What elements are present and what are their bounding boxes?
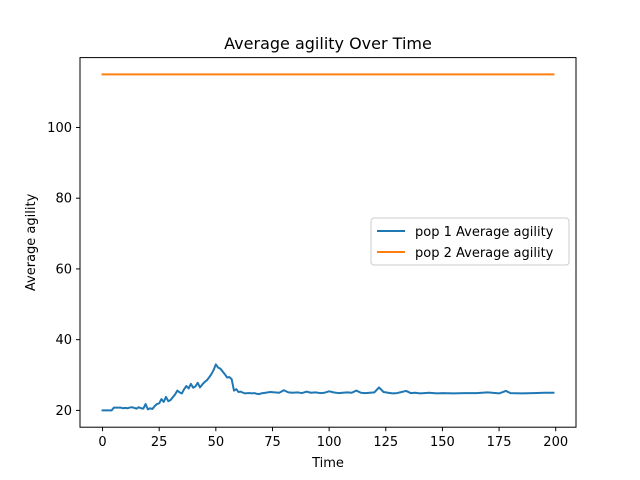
legend: pop 1 Average agility pop 2 Average agil… [370,217,570,266]
y-tick-label: 60 [55,262,72,277]
chart-title: Average agility Over Time [224,34,432,53]
y-axis-title: Average agility [24,193,39,291]
y-tick-label: 80 [55,192,72,207]
plot-area: 0 25 50 75 100 125 150 175 200 20 40 60 80 100 [47,57,577,450]
x-axis-title: Time [311,456,344,471]
x-tick-label: 125 [373,435,398,450]
x-axis-ticks: 0 25 50 75 100 125 150 175 200 [98,427,568,450]
x-tick-label: 100 [317,435,342,450]
x-tick-label: 75 [264,435,281,450]
x-tick-label: 150 [430,435,455,450]
y-tick-label: 40 [55,333,72,348]
x-tick-label: 25 [151,435,168,450]
x-tick-label: 0 [98,435,106,450]
x-tick-label: 50 [208,435,225,450]
legend-label-pop-2: pop 2 Average agility [415,246,554,261]
series-line-pop-1 [101,363,555,412]
x-tick-label: 175 [487,435,512,450]
x-tick-label: 200 [543,435,568,450]
series-layer [101,73,555,412]
legend-label-pop-1: pop 1 Average agility [415,225,554,240]
legend-box [370,217,570,266]
y-tick-label: 100 [47,121,72,136]
y-tick-label: 20 [55,404,72,419]
y-axis-ticks: 20 40 60 80 100 [47,121,80,419]
plot-frame [79,57,577,428]
